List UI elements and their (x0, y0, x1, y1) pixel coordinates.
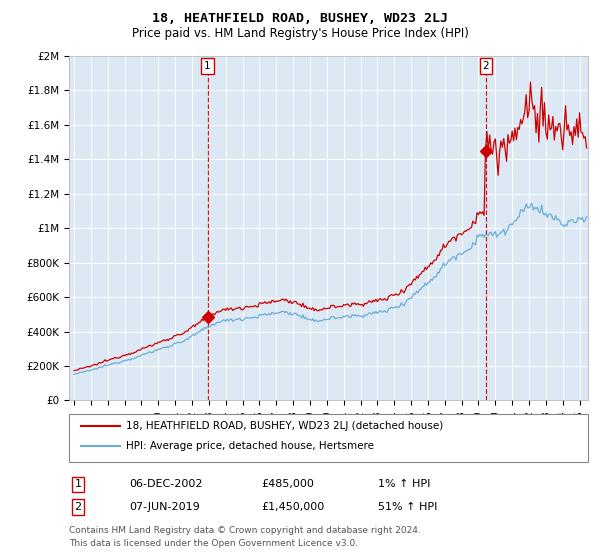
Text: 2: 2 (74, 502, 82, 512)
Text: 18, HEATHFIELD ROAD, BUSHEY, WD23 2LJ: 18, HEATHFIELD ROAD, BUSHEY, WD23 2LJ (152, 12, 448, 25)
Text: £1,450,000: £1,450,000 (261, 502, 324, 512)
Text: 2: 2 (482, 61, 489, 71)
Text: 1: 1 (204, 61, 211, 71)
Text: 51% ↑ HPI: 51% ↑ HPI (378, 502, 437, 512)
Text: HPI: Average price, detached house, Hertsmere: HPI: Average price, detached house, Hert… (126, 441, 374, 451)
Text: 18, HEATHFIELD ROAD, BUSHEY, WD23 2LJ (detached house): 18, HEATHFIELD ROAD, BUSHEY, WD23 2LJ (d… (126, 421, 443, 431)
Text: Contains HM Land Registry data © Crown copyright and database right 2024.: Contains HM Land Registry data © Crown c… (69, 526, 421, 535)
Text: 1: 1 (74, 479, 82, 489)
Text: This data is licensed under the Open Government Licence v3.0.: This data is licensed under the Open Gov… (69, 539, 358, 548)
Text: 07-JUN-2019: 07-JUN-2019 (129, 502, 200, 512)
Text: £485,000: £485,000 (261, 479, 314, 489)
Text: 1% ↑ HPI: 1% ↑ HPI (378, 479, 430, 489)
Text: Price paid vs. HM Land Registry's House Price Index (HPI): Price paid vs. HM Land Registry's House … (131, 27, 469, 40)
Text: 06-DEC-2002: 06-DEC-2002 (129, 479, 203, 489)
